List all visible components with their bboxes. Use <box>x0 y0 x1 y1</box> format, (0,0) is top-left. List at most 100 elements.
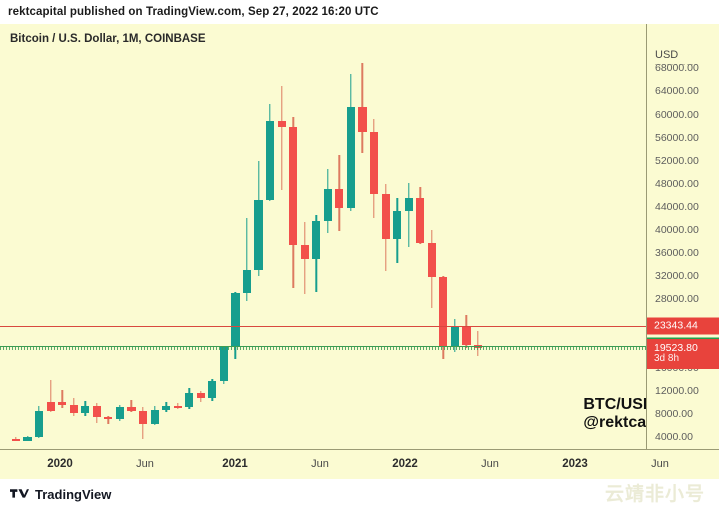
candle <box>219 24 228 479</box>
price-badge-countdown: 3d 8h <box>654 353 680 365</box>
tradingview-label: TradingView <box>35 487 112 502</box>
footer-bar: TradingView <box>0 479 719 510</box>
price-tick: 40000.00 <box>655 223 699 236</box>
site-watermark: 云靖非小号 <box>604 484 705 505</box>
candle-body <box>381 194 390 240</box>
candle-body <box>23 436 32 441</box>
time-axis[interactable]: 2020 Jun 2021 Jun 2022 Jun 2023 Jun <box>0 449 719 479</box>
candle <box>115 24 125 479</box>
candle-body <box>393 211 402 240</box>
candle <box>46 24 55 479</box>
time-tick: Jun <box>651 458 669 470</box>
candle <box>242 24 252 479</box>
candle-wick <box>49 380 52 413</box>
candle <box>92 24 101 479</box>
candle-body <box>266 121 275 200</box>
candle <box>104 24 113 479</box>
candle <box>416 24 425 479</box>
price-tick: 44000.00 <box>655 200 699 213</box>
candle-body <box>450 326 459 346</box>
time-tick: 2023 <box>562 458 588 470</box>
price-tick: 52000.00 <box>655 154 699 167</box>
candle <box>150 24 159 479</box>
publish-text: rektcapital published on TradingView.com… <box>8 6 379 18</box>
price-axis-divider <box>655 64 699 65</box>
symbol-label: Bitcoin / U.S. Dollar, 1M, COINBASE <box>10 33 206 45</box>
tradingview-brand[interactable]: TradingView <box>10 487 111 502</box>
candle-body <box>138 410 148 424</box>
candle <box>162 24 171 479</box>
price-badge-value: 19523.80 <box>654 341 698 354</box>
candle-body <box>81 406 90 413</box>
price-tick: 8000.00 <box>655 408 693 421</box>
candle-body <box>104 417 113 420</box>
candle <box>266 24 275 479</box>
candle-body <box>335 188 344 208</box>
candle-body <box>404 198 413 212</box>
price-tick: 32000.00 <box>655 270 699 282</box>
candle-body <box>369 132 379 195</box>
candle <box>254 24 263 479</box>
candle-body <box>219 346 228 381</box>
candle-body <box>196 393 205 399</box>
price-plot[interactable] <box>0 24 646 479</box>
candle <box>323 24 332 479</box>
chart-area[interactable]: Bitcoin / U.S. Dollar, 1M, COINBASE BTC/… <box>0 24 719 479</box>
candle-body <box>358 107 367 133</box>
price-tick: 28000.00 <box>655 293 699 306</box>
candle-body <box>46 402 55 411</box>
price-badge-last-price[interactable]: 19523.80 3d 8h <box>647 338 719 369</box>
time-tick: 2022 <box>392 458 418 470</box>
time-tick: Jun <box>136 458 154 470</box>
candle-wick <box>280 86 283 191</box>
candle-body <box>462 326 471 346</box>
time-tick: 2021 <box>222 458 248 470</box>
candle <box>277 24 286 479</box>
candle-body <box>150 410 159 424</box>
candle <box>358 24 367 479</box>
price-badge-resistance[interactable]: 23343.44 <box>647 317 719 335</box>
candle-body <box>289 127 298 246</box>
candle <box>346 24 356 479</box>
candle <box>138 24 148 479</box>
publish-bar: rektcapital published on TradingView.com… <box>0 0 719 24</box>
candle-body <box>312 221 321 259</box>
resistance-line[interactable] <box>0 325 646 327</box>
price-tick: 48000.00 <box>655 177 699 190</box>
candle-wick <box>407 182 410 248</box>
price-axis[interactable]: USD 68000.00 64000.00 60000.00 56000.00 5200… <box>646 24 719 479</box>
price-tick: 4000.00 <box>655 431 693 444</box>
candle-body <box>35 410 44 437</box>
candle <box>312 24 321 479</box>
price-tick: 36000.00 <box>655 246 699 259</box>
candle-body <box>58 402 67 406</box>
candle <box>69 24 78 479</box>
candle <box>185 24 194 479</box>
candle-body <box>242 269 252 294</box>
price-tick: 68000.00 <box>655 62 699 75</box>
candle <box>127 24 136 479</box>
candle <box>196 24 205 479</box>
candle <box>58 24 67 479</box>
candle <box>450 24 459 479</box>
candle-body <box>69 405 78 413</box>
candle <box>473 24 483 479</box>
candle-wick <box>477 330 479 357</box>
candle <box>231 24 240 479</box>
candle-wick <box>61 389 63 409</box>
candle <box>335 24 344 479</box>
candle <box>381 24 390 479</box>
time-tick: Jun <box>481 458 499 470</box>
candle-body <box>439 277 448 346</box>
last-price-line[interactable] <box>0 345 646 350</box>
price-tick: 56000.00 <box>655 131 699 144</box>
candle-body <box>416 198 425 244</box>
candle-wick <box>130 399 133 413</box>
tradingview-logo-icon <box>10 488 29 498</box>
candle-body <box>254 199 263 270</box>
candle <box>35 24 44 479</box>
candle-wick <box>246 218 248 301</box>
candle-body <box>185 393 194 408</box>
price-tick: 12000.00 <box>655 385 699 398</box>
candle <box>23 24 32 479</box>
